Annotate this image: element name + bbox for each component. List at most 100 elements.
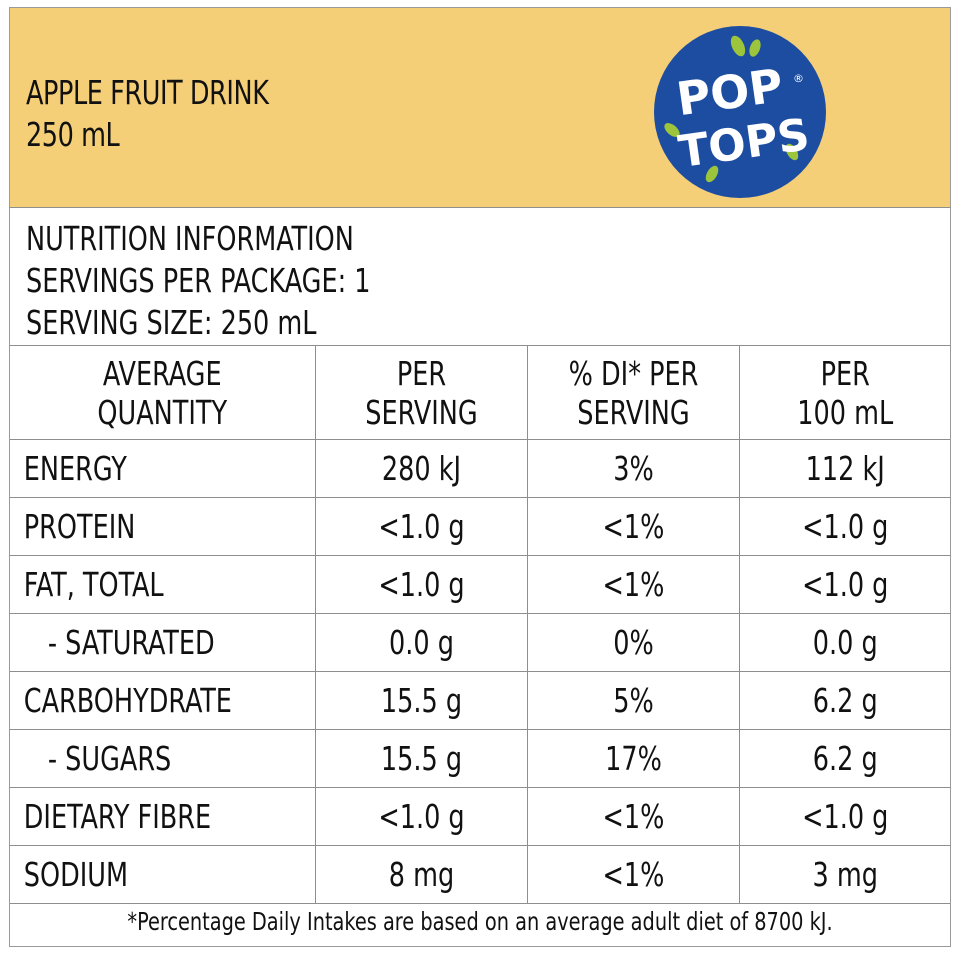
value-text: 3%: [612, 449, 654, 488]
row-label-text: - SUGARS: [47, 739, 172, 778]
col-header-per-100ml: PER 100 mL: [738, 345, 950, 440]
footnote-text: *Percentage Daily Intakes are based on a…: [127, 907, 833, 936]
per-serving-value: 15.5 g: [314, 671, 528, 730]
di-value: <1%: [526, 497, 740, 556]
logo-leaf-icon: [664, 123, 680, 137]
row-label-text: SODIUM: [23, 855, 128, 894]
row-label: FAT, TOTAL: [10, 555, 316, 614]
nutrition-info-block: NUTRITION INFORMATION SERVINGS PER PACKA…: [26, 218, 371, 344]
logo-leaf-icon: [730, 35, 746, 57]
di-value: 17%: [526, 729, 740, 788]
per-100ml-value: <1.0 g: [738, 497, 950, 556]
value-text: 0.0 g: [812, 623, 878, 662]
table-row-sodium: SODIUM 8 mg <1% 3 mg: [10, 845, 950, 904]
table-header-row: AVERAGE QUANTITY PER SERVING % DI* PER S…: [10, 345, 950, 440]
value-text: <1%: [602, 797, 664, 836]
per-100ml-value: 112 kJ: [738, 439, 950, 498]
per-serving-value: <1.0 g: [314, 787, 528, 846]
col-header-per-serving: PER SERVING: [314, 345, 528, 440]
per-100ml-value: <1.0 g: [738, 787, 950, 846]
per-serving-value: 280 kJ: [314, 439, 528, 498]
value-text: 15.5 g: [380, 681, 462, 720]
per-serving-value: <1.0 g: [314, 555, 528, 614]
table-row-fat-total: FAT, TOTAL <1.0 g <1% <1.0 g: [10, 555, 950, 614]
di-value: 3%: [526, 439, 740, 498]
product-header: APPLE FRUIT DRINK 250 mL POP TOPS ®: [10, 8, 950, 208]
pop-tops-logo: POP TOPS ®: [654, 26, 826, 198]
di-value: 0%: [526, 613, 740, 672]
product-volume: 250 mL: [26, 115, 120, 154]
row-label: PROTEIN: [10, 497, 316, 556]
row-label: - SATURATED: [10, 613, 316, 672]
nutrition-title: NUTRITION INFORMATION: [26, 219, 354, 258]
col-header-di-per-serving: % DI* PER SERVING: [526, 345, 740, 440]
value-text: <1.0 g: [377, 797, 465, 836]
servings-per-package: SERVINGS PER PACKAGE: 1: [26, 261, 371, 300]
per-serving-value: 8 mg: [314, 845, 528, 904]
value-text: 8 mg: [388, 855, 454, 894]
logo-circle: [654, 26, 826, 198]
value-text: 280 kJ: [381, 449, 461, 488]
row-label: DIETARY FIBRE: [10, 787, 316, 846]
per-100ml-value: 3 mg: [738, 845, 950, 904]
table-row-carbohydrate: CARBOHYDRATE 15.5 g 5% 6.2 g: [10, 671, 950, 730]
value-text: 15.5 g: [380, 739, 462, 778]
table-row-protein: PROTEIN <1.0 g <1% <1.0 g: [10, 497, 950, 556]
row-label: ENERGY: [10, 439, 316, 498]
header-line: 100 mL: [796, 392, 893, 432]
row-label-text: PROTEIN: [23, 507, 136, 546]
header-line: SERVING: [364, 392, 478, 432]
col-header-average-quantity: AVERAGE QUANTITY: [10, 345, 316, 440]
header-line: % DI* PER: [568, 353, 698, 393]
serving-size: SERVING SIZE: 250 mL: [26, 303, 317, 342]
table-row-saturated: - SATURATED 0.0 g 0% 0.0 g: [10, 613, 950, 672]
value-text: <1.0 g: [801, 507, 888, 546]
value-text: <1.0 g: [801, 797, 888, 836]
table-row-sugars: - SUGARS 15.5 g 17% 6.2 g: [10, 729, 950, 788]
value-text: <1.0 g: [377, 565, 465, 604]
value-text: 17%: [604, 739, 662, 778]
row-label-text: - SATURATED: [47, 623, 215, 662]
logo-registered-mark: ®: [793, 72, 804, 85]
value-text: 6.2 g: [812, 739, 878, 778]
product-title-block: APPLE FRUIT DRINK 250 mL: [26, 72, 269, 156]
header-line: PER: [820, 353, 870, 393]
table-row-energy: ENERGY 280 kJ 3% 112 kJ: [10, 439, 950, 498]
per-serving-value: 15.5 g: [314, 729, 528, 788]
row-label: - SUGARS: [10, 729, 316, 788]
header-line: QUANTITY: [97, 392, 228, 432]
row-label-text: FAT, TOTAL: [23, 565, 164, 604]
row-label-text: ENERGY: [23, 449, 127, 488]
value-text: <1.0 g: [377, 507, 465, 546]
row-label: SODIUM: [10, 845, 316, 904]
per-100ml-value: 6.2 g: [738, 729, 950, 788]
value-text: 112 kJ: [805, 449, 885, 488]
row-label: CARBOHYDRATE: [10, 671, 316, 730]
nutrition-panel: APPLE FRUIT DRINK 250 mL POP TOPS ® NUTR…: [9, 7, 951, 947]
header-line: AVERAGE: [102, 353, 222, 393]
per-serving-value: 0.0 g: [314, 613, 528, 672]
value-text: <1%: [602, 507, 664, 546]
footnote: *Percentage Daily Intakes are based on a…: [10, 902, 950, 942]
di-value: <1%: [526, 845, 740, 904]
value-text: 6.2 g: [812, 681, 878, 720]
row-label-text: CARBOHYDRATE: [23, 681, 232, 720]
value-text: 0.0 g: [388, 623, 454, 662]
logo-leaf-icon: [705, 165, 719, 183]
value-text: 5%: [612, 681, 654, 720]
di-value: <1%: [526, 787, 740, 846]
per-100ml-value: <1.0 g: [738, 555, 950, 614]
header-line: PER: [396, 353, 446, 393]
value-text: <1%: [602, 855, 664, 894]
value-text: <1%: [602, 565, 664, 604]
logo-leaf-icon: [749, 39, 761, 57]
di-value: <1%: [526, 555, 740, 614]
logo-leaf-icon: [785, 143, 799, 161]
value-text: <1.0 g: [801, 565, 888, 604]
per-100ml-value: 0.0 g: [738, 613, 950, 672]
di-value: 5%: [526, 671, 740, 730]
header-line: SERVING: [576, 392, 690, 432]
row-label-text: DIETARY FIBRE: [23, 797, 212, 836]
value-text: 3 mg: [812, 855, 878, 894]
value-text: 0%: [612, 623, 654, 662]
